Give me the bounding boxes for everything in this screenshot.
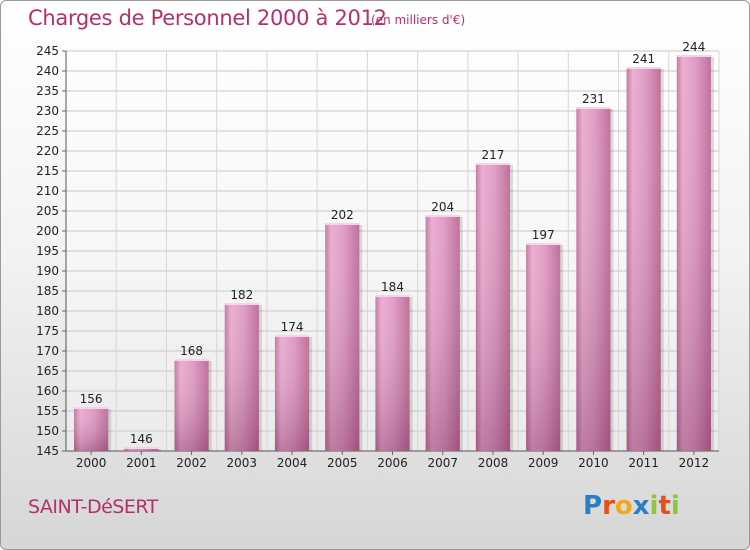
bar-top — [174, 359, 209, 361]
x-tick-label: 2007 — [427, 456, 458, 470]
bar-top — [576, 107, 611, 109]
y-tick-label: 220 — [36, 144, 59, 158]
y-tick-label: 200 — [36, 224, 59, 238]
bar-shade — [626, 67, 661, 451]
data-label: 184 — [381, 280, 404, 294]
bar-top — [375, 295, 410, 297]
x-tick-label: 2002 — [176, 456, 207, 470]
proxiti-logo: Proxiti — [583, 491, 680, 521]
bar-top — [676, 55, 711, 57]
bar-shade — [526, 243, 561, 451]
data-label: 197 — [532, 228, 555, 242]
y-tick-label: 230 — [36, 104, 59, 118]
y-tick-label: 215 — [36, 164, 59, 178]
x-tick-label: 2004 — [277, 456, 308, 470]
bar-shade — [274, 335, 310, 451]
bar-shade — [174, 359, 209, 451]
data-label: 231 — [582, 92, 605, 106]
bar-top — [224, 303, 259, 305]
x-tick-label: 2008 — [478, 456, 509, 470]
bar-shade — [325, 223, 360, 451]
data-label: 202 — [331, 208, 354, 222]
bar-shade — [475, 163, 511, 451]
logo-letter: x — [632, 491, 650, 521]
bar-shade — [224, 303, 259, 451]
y-tick-label: 145 — [36, 444, 59, 458]
bar-top — [626, 67, 661, 69]
bar-shade — [425, 215, 460, 451]
bar-top — [526, 243, 561, 245]
y-tick-label: 155 — [36, 404, 59, 418]
y-tick-label: 240 — [36, 64, 59, 78]
x-tick-label: 2000 — [76, 456, 107, 470]
data-label: 204 — [431, 200, 454, 214]
y-tick-label: 205 — [36, 204, 59, 218]
x-tick-label: 2009 — [528, 456, 559, 470]
data-label: 244 — [682, 40, 705, 54]
bar-shade — [74, 407, 109, 451]
y-tick-label: 175 — [36, 324, 59, 338]
data-label: 156 — [80, 392, 103, 406]
y-tick-label: 245 — [36, 44, 59, 58]
data-label: 182 — [230, 288, 253, 302]
y-tick-label: 150 — [36, 424, 59, 438]
commune-name: SAINT-DéSERT — [28, 496, 158, 518]
bar-top — [274, 335, 310, 337]
logo-letter: o — [614, 491, 633, 521]
data-label: 174 — [281, 320, 304, 334]
bar-shade — [576, 107, 611, 451]
bar-top — [325, 223, 360, 225]
y-tick-label: 160 — [36, 384, 59, 398]
data-label: 241 — [632, 52, 655, 66]
y-tick-label: 225 — [36, 124, 59, 138]
bar-top — [124, 447, 159, 449]
x-tick-label: 2001 — [126, 456, 157, 470]
bar-top — [475, 163, 511, 165]
bar-shade — [676, 55, 711, 451]
x-tick-label: 2010 — [578, 456, 609, 470]
chart-title: Charges de Personnel 2000 à 2012 — [28, 6, 387, 30]
y-tick-label: 190 — [36, 264, 59, 278]
y-tick-label: 210 — [36, 184, 59, 198]
bar-shade — [375, 295, 410, 451]
logo-letter: r — [602, 491, 615, 521]
bar-top — [74, 407, 109, 409]
y-tick-label: 180 — [36, 304, 59, 318]
logo-letter: i — [670, 491, 680, 521]
logo-letter: t — [658, 491, 671, 521]
data-label: 146 — [130, 432, 153, 446]
y-tick-label: 185 — [36, 284, 59, 298]
x-tick-label: 2003 — [227, 456, 258, 470]
y-tick-label: 170 — [36, 344, 59, 358]
y-tick-label: 235 — [36, 84, 59, 98]
x-tick-label: 2005 — [327, 456, 358, 470]
x-tick-label: 2006 — [377, 456, 408, 470]
logo-letter: P — [583, 491, 603, 521]
y-tick-label: 165 — [36, 364, 59, 378]
logo-letter: i — [649, 491, 659, 521]
x-tick-label: 2011 — [628, 456, 659, 470]
x-tick-label: 2012 — [679, 456, 710, 470]
y-tick-label: 195 — [36, 244, 59, 258]
data-label: 168 — [180, 344, 203, 358]
chart-subtitle: (en milliers d'€) — [371, 13, 466, 27]
data-label: 217 — [482, 148, 505, 162]
bar-top — [425, 215, 460, 217]
